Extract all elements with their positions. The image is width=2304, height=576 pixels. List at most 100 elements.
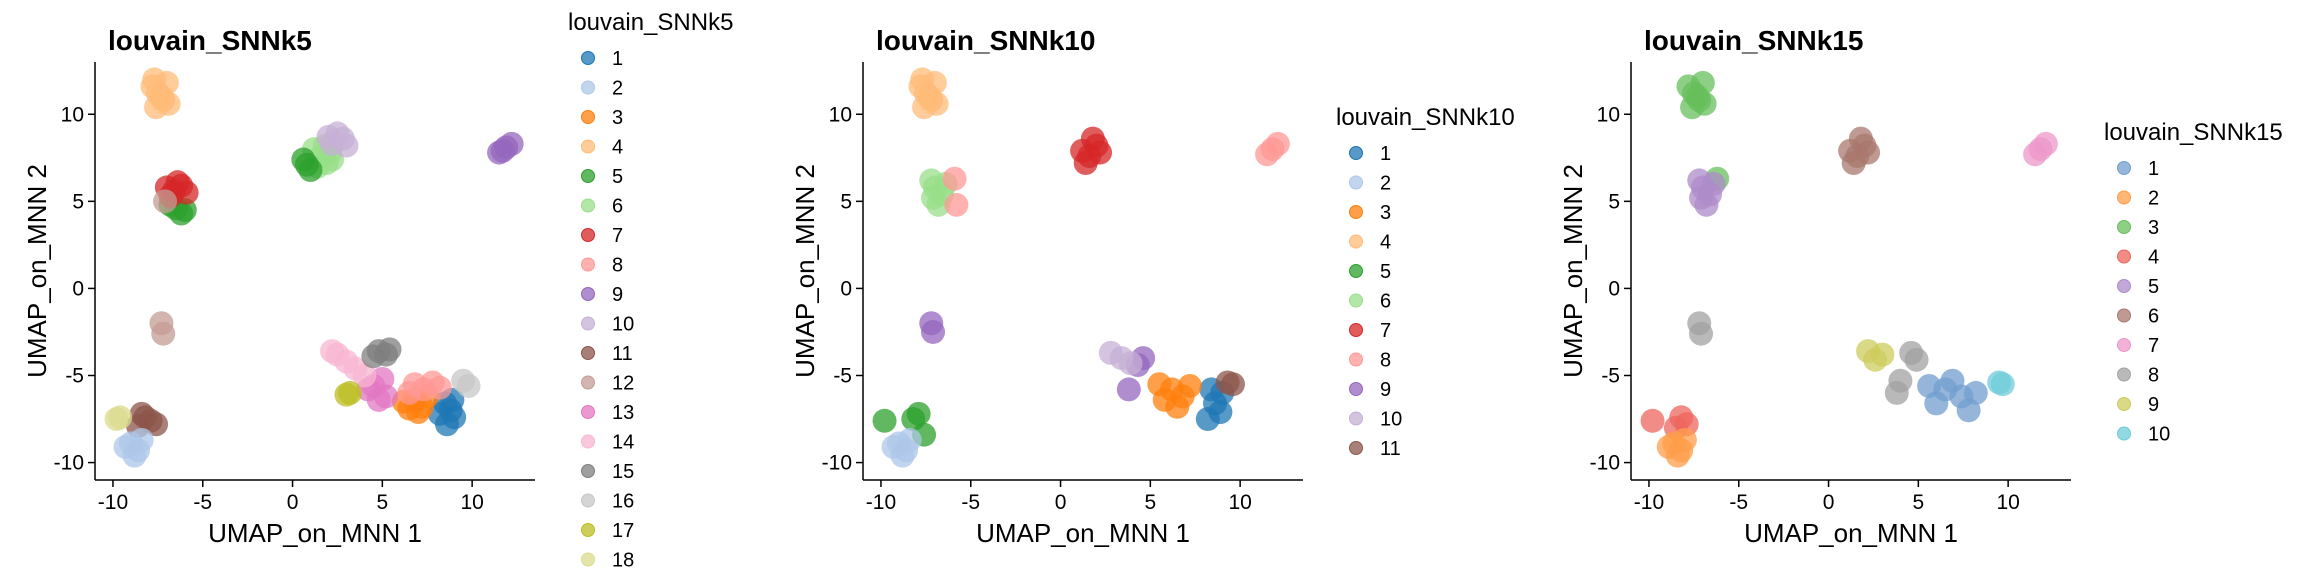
legend-swatch	[581, 169, 595, 183]
data-point	[334, 133, 359, 158]
x-tick-label: -10	[866, 491, 896, 514]
legend-label: 4	[612, 137, 623, 159]
legend-label: 2	[2148, 188, 2159, 210]
data-point	[872, 408, 897, 433]
legend-swatch	[2117, 367, 2131, 382]
data-point	[153, 189, 178, 214]
series-14	[320, 339, 377, 388]
y-tick-label: -10	[822, 452, 852, 475]
data-point	[1689, 185, 1714, 210]
y-tick-label: -5	[833, 365, 852, 388]
legend-swatch	[581, 552, 595, 567]
data-point	[1640, 408, 1665, 433]
x-tick-label: -5	[1729, 491, 1748, 514]
legend-label: 5	[1380, 261, 1391, 283]
y-tick-label: -5	[1601, 365, 1620, 388]
legend-swatch	[581, 257, 595, 272]
umap-plot-k5: louvain_SNNk5 -10 -5 0 5 10 -10 -5 0 5 10 UMAP_on_M…	[22, 9, 733, 572]
legend-swatch	[2117, 308, 2131, 323]
x-tick-label: 5	[1145, 491, 1157, 514]
data-point	[144, 412, 169, 437]
data-point	[142, 67, 167, 92]
legend-swatch	[581, 346, 595, 360]
series-8	[942, 131, 1290, 217]
y-tick-label: 5	[1608, 190, 1620, 213]
umap-panel-k5: louvain_SNNk5 -10 -5 0 5 10 -10 -5 0 5 10 UMAP_on_M…	[0, 0, 768, 576]
legend-swatch	[2117, 426, 2131, 441]
chart-title: louvain_SNNk5	[108, 25, 312, 56]
legend-swatch	[2117, 220, 2131, 234]
series-6	[919, 168, 958, 217]
series-10	[316, 121, 359, 158]
x-axis-title: UMAP_on_MNN 1	[1744, 518, 1958, 548]
umap-panel-k10: louvain_SNNk10 -10 -5 0 5 10 -10 -5 0 5 10 UMAP_on_…	[768, 0, 1536, 576]
legend-swatch	[1349, 352, 1363, 367]
legend-swatch	[1349, 382, 1363, 396]
legend-swatch	[581, 110, 595, 124]
legend-label: 7	[612, 225, 623, 247]
y-tick-label: 0	[72, 277, 84, 300]
legend-swatch	[2117, 397, 2131, 411]
legend-label: 8	[1380, 350, 1391, 372]
legend-swatch	[581, 228, 595, 242]
legend-swatch	[581, 464, 595, 478]
series-1	[1917, 368, 1988, 423]
legend-swatch	[581, 198, 595, 213]
data-point	[1070, 138, 1095, 163]
series-10	[1098, 340, 1143, 376]
legend-label: 9	[2148, 394, 2159, 416]
legend-swatch	[581, 316, 595, 331]
data-point	[377, 337, 402, 362]
series-3	[1147, 372, 1202, 419]
legend-swatch	[1349, 146, 1363, 160]
data-point	[1116, 377, 1141, 402]
legend-label: 1	[1380, 143, 1391, 165]
data-point	[1195, 407, 1220, 432]
data-point	[1215, 370, 1240, 395]
series-12	[149, 189, 178, 346]
legend-swatch	[2117, 190, 2131, 205]
series-2	[113, 427, 154, 468]
data-point	[122, 443, 147, 468]
legend-swatch	[1349, 293, 1363, 308]
legend-label: 7	[2148, 335, 2159, 357]
legend-label: 11	[612, 343, 633, 365]
data-point	[435, 412, 459, 437]
legend-swatch	[581, 139, 595, 154]
legend-label: 6	[2148, 306, 2159, 328]
series-6	[1838, 126, 1881, 176]
legend-label: 2	[612, 78, 623, 100]
x-tick-label: 10	[1996, 491, 2019, 514]
y-tick-label: 10	[829, 103, 852, 126]
data-point	[334, 382, 359, 407]
x-tick-label: 10	[1228, 491, 1251, 514]
x-tick-label: 10	[460, 491, 483, 514]
series-10	[1987, 370, 2015, 397]
legend-label: 17	[612, 520, 634, 542]
legend-label: 9	[1380, 379, 1391, 401]
x-axis-title: UMAP_on_MNN 1	[208, 518, 422, 548]
y-tick-label: 0	[1608, 277, 1620, 300]
series-15	[361, 337, 402, 369]
legend-label: 3	[2148, 217, 2159, 239]
series-4	[140, 67, 181, 120]
legend-label: 5	[2148, 276, 2159, 298]
data-point	[156, 91, 181, 116]
series-2	[1656, 427, 1697, 468]
legend-swatch	[1349, 323, 1363, 337]
legend-label: 10	[2148, 424, 2170, 446]
x-tick-label: 0	[1823, 491, 1835, 514]
data-point	[427, 375, 452, 400]
data-point	[1940, 368, 1965, 393]
legend-label: 1	[612, 48, 623, 70]
legend-swatch	[1349, 205, 1363, 219]
data-point	[108, 405, 133, 430]
legend-swatch	[581, 51, 595, 65]
data-point	[397, 380, 422, 405]
data-point	[1917, 373, 1942, 398]
x-tick-label: 5	[1913, 491, 1925, 514]
x-tick-label: 0	[287, 491, 299, 514]
y-axis-title: UMAP_on_MNN 2	[790, 164, 820, 378]
data-point	[1884, 380, 1909, 405]
series-11	[1215, 370, 1245, 397]
